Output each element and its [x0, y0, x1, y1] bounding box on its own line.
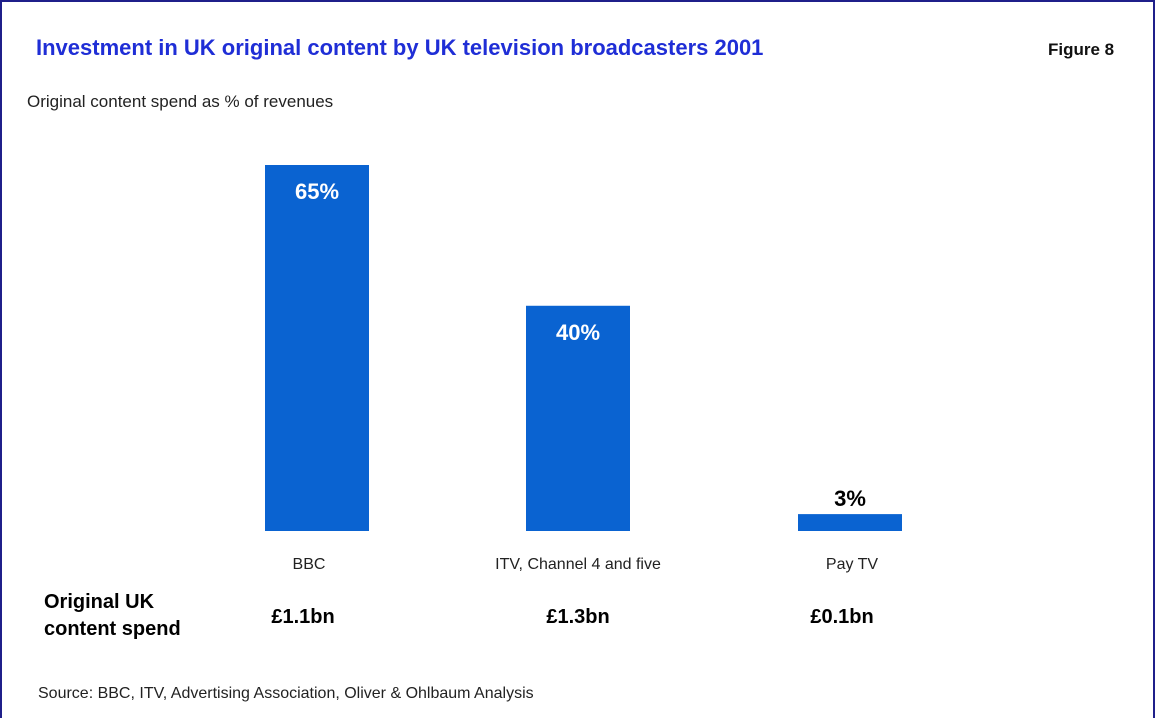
- spend-value-pay-tv: £0.1bn: [810, 606, 874, 628]
- category-label-itv-channel-4-and-five: ITV, Channel 4 and five: [495, 556, 661, 573]
- spend-value-bbc: £1.1bn: [271, 606, 335, 628]
- data-label-bbc: 65%: [295, 179, 339, 204]
- category-label-bbc: BBC: [293, 556, 326, 573]
- source-note: Source: BBC, ITV, Advertising Associatio…: [38, 685, 534, 702]
- chart-subtitle: Original content spend as % of revenues: [27, 92, 334, 111]
- bar-pay-tv: [798, 514, 902, 531]
- chart-title: Investment in UK original content by UK …: [36, 35, 764, 60]
- bar-bbc: [265, 165, 369, 531]
- spend-value-itv-channel4-five: £1.3bn: [546, 606, 610, 628]
- bar-itv-channel-4-and-five: [526, 305, 630, 531]
- data-label-itv-channel-4-and-five: 40%: [556, 320, 600, 345]
- data-label-pay-tv: 3%: [834, 486, 866, 511]
- category-label-pay-tv: Pay TV: [826, 556, 879, 573]
- spend-row-label: Original UK content spend: [44, 591, 181, 640]
- figure-label: Figure 8: [1048, 40, 1115, 59]
